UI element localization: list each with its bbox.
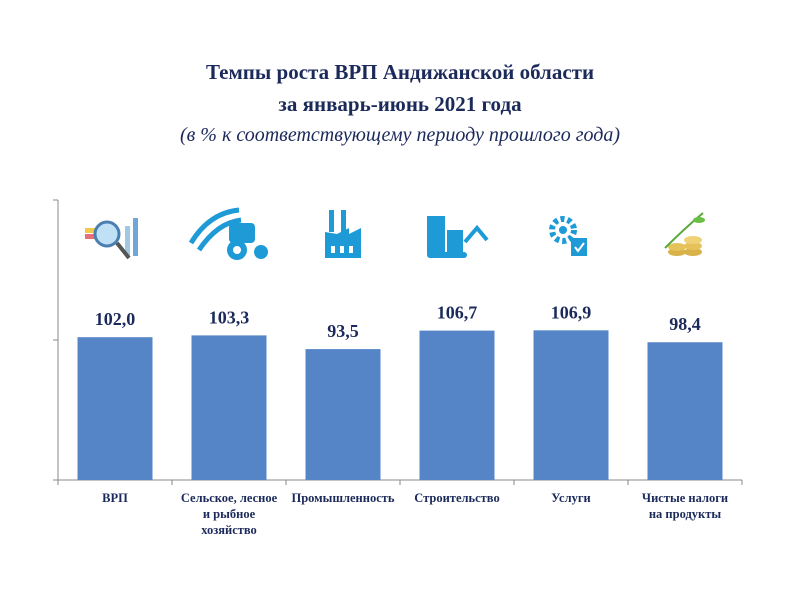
chart-title-line2: за январь-июнь 2021 года [278,92,522,116]
bar [191,335,267,480]
bar [647,342,723,480]
x-tick-label: Строительство [414,491,499,505]
data-label: 93,5 [327,321,359,341]
data-label: 106,7 [437,303,478,323]
bar [305,349,381,480]
x-tick-label: Промышленность [291,491,394,505]
bar [419,330,495,480]
magnifier-chart-icon [85,218,138,260]
coins-growth-icon [664,212,705,256]
chart-subtitle: (в % к соответствующему периоду прошлого… [179,124,621,146]
x-tick-label: Сельское, лесное [181,491,278,505]
chart-title: Темпы роста ВРП Андижанской области [205,60,595,84]
bar [77,337,153,480]
x-tick-label: Услуги [551,491,591,505]
bar [533,330,609,480]
tractor-field-icon [188,207,268,260]
data-label: 106,9 [551,302,592,322]
data-label: 103,3 [209,307,250,327]
data-label: 102,0 [95,309,136,329]
x-tick-label: на продукты [649,507,722,521]
data-label: 98,4 [669,314,701,334]
x-tick-label: ВРП [102,491,128,505]
construction-excavator-icon [427,216,489,258]
x-tick-label: и рыбное [203,507,256,521]
x-tick-label: хозяйство [201,523,257,537]
factory-icon [325,210,361,258]
gear-services-icon [549,216,587,256]
x-tick-label: Чистые налоги [642,491,728,505]
